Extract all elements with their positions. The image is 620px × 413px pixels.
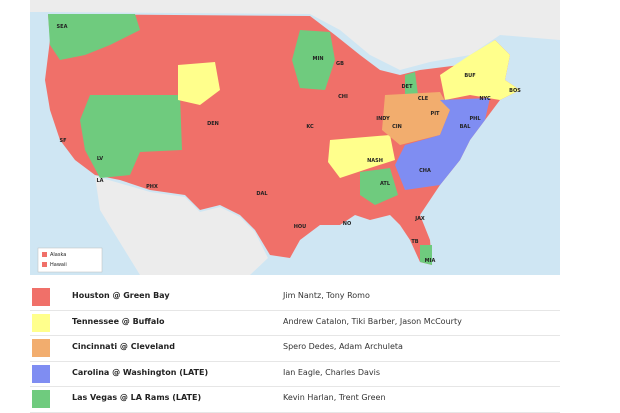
city-label: NASH [367, 158, 383, 164]
city-label: BOS [509, 88, 521, 94]
announcers: Andrew Catalon, Tiki Barber, Jason McCou… [283, 316, 462, 326]
city-label: TB [411, 239, 418, 245]
city-label: MIA [425, 258, 436, 264]
region [328, 135, 395, 178]
announcers: Jim Nantz, Tony Romo [283, 291, 370, 300]
city-label: LA [96, 178, 103, 184]
city-label: PHL [469, 116, 481, 122]
legend-row: Carolina @ Washington (LATE) Ian Eagle, C… [30, 362, 560, 388]
legend-row: Houston @ Green Bay Jim Nantz, Tony Romo [30, 285, 560, 311]
game-name: Carolina @ Washington (LATE) [72, 367, 209, 377]
color-swatch [32, 339, 50, 358]
city-label: NYC [479, 96, 491, 102]
announcers: Kevin Harlan, Trent Green [283, 393, 386, 403]
game-name: Tennessee @ Buffalo [72, 316, 165, 326]
city-label: CLE [418, 96, 429, 102]
region [360, 168, 398, 205]
region [45, 14, 520, 265]
city-label: KC [306, 124, 314, 130]
city-label: DAL [256, 191, 268, 197]
color-swatch [32, 288, 50, 306]
region [405, 72, 432, 265]
city-label: NO [343, 221, 351, 227]
inset-label: Hawaii [50, 262, 67, 268]
region [382, 92, 450, 145]
city-label: PHX [146, 184, 158, 190]
city-label: JAX [414, 216, 425, 222]
city-label: SEA [57, 24, 68, 30]
region [48, 14, 140, 60]
coverage-map: Alaska Hawaii SEA SF LV LA PHX DEN MIN GB CHI DET… [30, 0, 560, 275]
inset-legend [37, 247, 103, 273]
game-name: Houston @ Green Bay [72, 291, 170, 300]
inset-swatch [42, 252, 47, 257]
city-label: BAL [460, 124, 472, 130]
region [440, 40, 520, 100]
city-label: CIN [392, 124, 402, 130]
game-name: Las Vegas @ LA Rams (LATE) [72, 393, 202, 403]
city-label: HOU [294, 224, 307, 230]
city-label: DEN [207, 121, 219, 127]
game-name: Cincinnati @ Cleveland [72, 342, 175, 352]
city-label: ATL [380, 181, 391, 187]
color-swatch [32, 390, 50, 409]
inset-swatch [42, 262, 47, 267]
region [292, 30, 335, 90]
region [80, 95, 182, 178]
legend-table: Houston @ Green Bay Jim Nantz, Tony Romo T… [30, 285, 560, 413]
color-swatch [32, 364, 50, 383]
city-label: MIN [312, 56, 323, 62]
legend-row: Cincinnati @ Cleveland Spero Dedes, Adam … [30, 336, 560, 362]
color-swatch [32, 313, 50, 332]
legend-row: Las Vegas @ LA Rams (LATE) Kevin Harlan, … [30, 387, 560, 413]
city-label: GB [336, 61, 344, 67]
mexico [95, 176, 268, 275]
city-label: INDY [376, 116, 390, 122]
announcers: Spero Dedes, Adam Archuleta [283, 342, 403, 352]
city-label: PIT [431, 111, 441, 117]
announcers: Ian Eagle, Charles Davis [283, 367, 381, 377]
city-label: CHI [338, 94, 348, 100]
city-label: LV [97, 156, 103, 162]
inset-label: Alaska [50, 252, 66, 258]
region [395, 98, 490, 190]
region [178, 62, 220, 105]
city-label: BUF [464, 73, 475, 79]
legend-row: Tennessee @ Buffalo Andrew Catalon, Tiki … [30, 311, 560, 337]
city-label: SF [59, 138, 66, 144]
canada [30, 0, 560, 70]
city-label: CHA [419, 168, 431, 174]
city-label: DET [402, 84, 414, 90]
